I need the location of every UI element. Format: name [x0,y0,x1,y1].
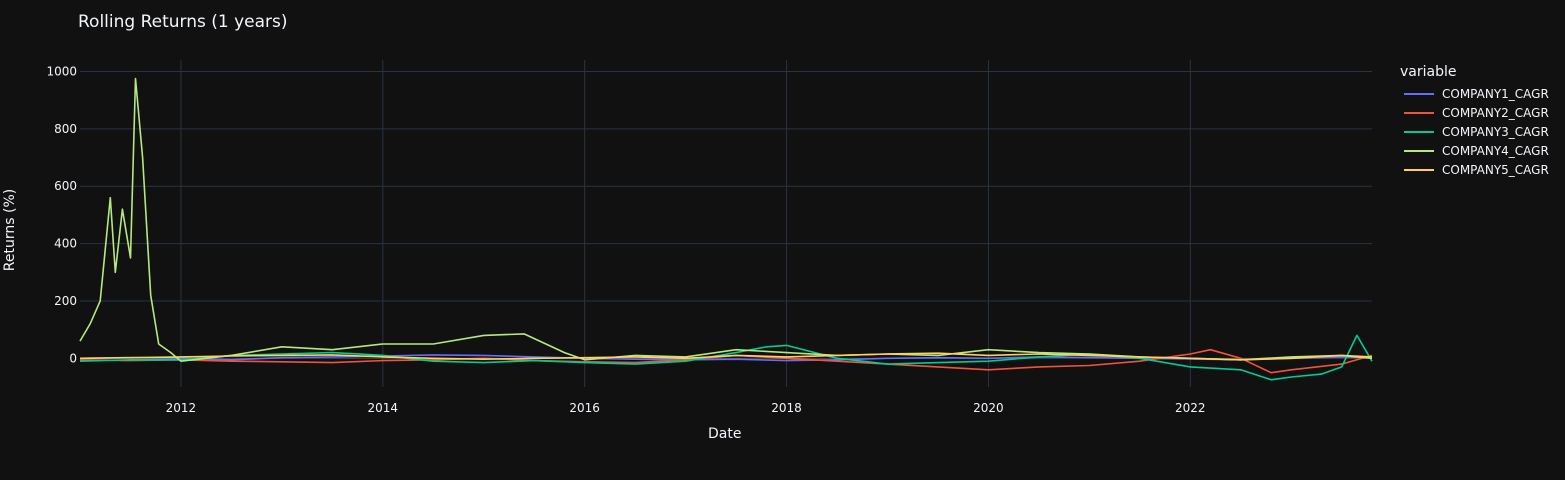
legend-title: variable [1400,64,1457,80]
series-line-company4-cagr [79,77,1373,363]
legend-item-company2[interactable]: COMPANY2_CAGR [1400,103,1549,122]
x-tick-label: 2012 [166,401,197,415]
legend-swatch [1404,92,1434,95]
legend-item-company5[interactable]: COMPANY5_CAGR [1400,160,1549,179]
legend-label: COMPANY4_CAGR [1442,143,1549,158]
series-line-company1-cagr [79,354,1373,362]
y-tick-label: 1000 [46,64,77,78]
x-tick-label: 2020 [973,401,1004,415]
legend-label: COMPANY2_CAGR [1442,105,1549,120]
y-tick-label: 400 [54,237,77,251]
x-tick-label: 2016 [569,401,600,415]
y-axis-label: Returns (%) [2,188,18,272]
legend-item-company1[interactable]: COMPANY1_CAGR [1400,84,1549,103]
legend: variable COMPANY1_CAGR COMPANY2_CAGR COM… [1400,64,1549,179]
y-tick-label: 800 [54,122,77,136]
legend-swatch [1404,168,1434,171]
legend-swatch [1404,111,1434,114]
legend-item-company3[interactable]: COMPANY3_CAGR [1400,122,1549,141]
legend-swatch [1404,149,1434,152]
legend-label: COMPANY3_CAGR [1442,124,1549,139]
chart-title: Rolling Returns (1 years) [78,12,288,32]
x-tick-label: 2018 [771,401,802,415]
legend-item-company4[interactable]: COMPANY4_CAGR [1400,141,1549,160]
y-tick-label: 600 [54,179,77,193]
series-line-company3-cagr [79,334,1373,381]
y-tick-label: 200 [54,294,77,308]
x-axis-label: Date [708,426,742,442]
legend-label: COMPANY5_CAGR [1442,162,1549,177]
y-tick-label: 0 [69,351,77,365]
legend-swatch [1404,130,1434,133]
series-line-company5-cagr [79,352,1373,361]
series-line-company2-cagr [79,348,1373,374]
x-tick-label: 2022 [1175,401,1206,415]
legend-label: COMPANY1_CAGR [1442,86,1549,101]
x-tick-label: 2014 [368,401,399,415]
